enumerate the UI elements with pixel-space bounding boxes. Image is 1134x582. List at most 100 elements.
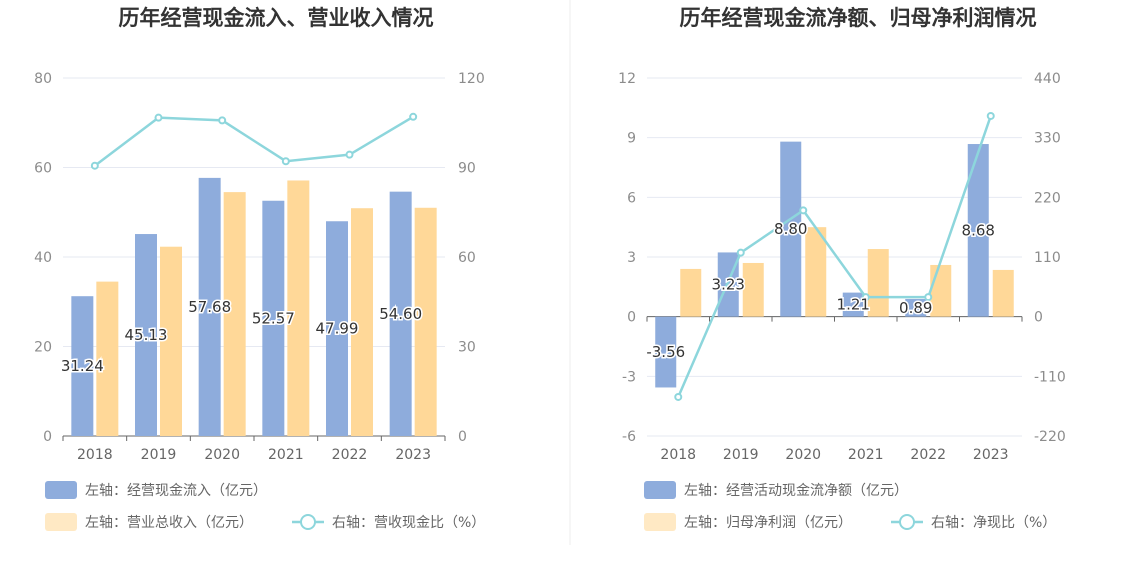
legend-swatch-line-marker [300, 514, 316, 530]
chart-panel-2: 历年经营现金流净额、归母净利润情况 -6 -3 0 3 6 9 12 -220 -110 0 110 2… [618, 6, 1066, 531]
right-axis-tick-label: 120 [458, 71, 485, 87]
right-axis-tick-label: 220 [1034, 190, 1061, 206]
bar-data-label: 8.80 [774, 220, 807, 238]
bar-secondary [992, 269, 1014, 317]
bar-secondary [805, 227, 827, 317]
bar-secondary [867, 249, 889, 317]
x-axis-category-label: 2020 [785, 447, 821, 463]
legend-label: 左轴：归母净利润（亿元） [684, 514, 852, 531]
right-axis-tick-label: 60 [458, 250, 476, 266]
left-axis-tick-label: 0 [627, 310, 636, 326]
legend: 左轴：经营活动现金流净额（亿元） 左轴：归母净利润（亿元） 右轴：净现比（%） [644, 481, 1056, 531]
chart-title: 历年经营现金流净额、归母净利润情况 [680, 6, 1037, 30]
legend: 左轴：经营现金流入（亿元） 左轴：营业总收入（亿元） 右轴：营收现金比（%） [45, 481, 485, 531]
left-axis-tick-label: 20 [34, 340, 52, 356]
left-axis-tick-label: 6 [627, 190, 636, 206]
bar-primary [135, 234, 157, 436]
legend-swatch-bar-primary [45, 481, 77, 499]
legend-label: 右轴：净现比（%） [931, 515, 1056, 531]
left-axis-tick-label: 40 [34, 250, 52, 266]
bar-data-label: 3.23 [712, 276, 745, 294]
line-point [345, 150, 354, 159]
right-axis-tick-label: 30 [458, 340, 476, 356]
left-axis-tick-label: 0 [43, 429, 52, 445]
bar-primary [71, 296, 94, 436]
right-axis-tick-label: -220 [1034, 429, 1066, 445]
x-axis-category-label: 2019 [723, 447, 759, 463]
right-axis-tick-label: 440 [1034, 71, 1061, 87]
chart-panel-1: 历年经营现金流入、营业收入情况 0 20 40 60 80 0 30 60 90 120 2018 20… [34, 6, 485, 531]
x-axis-category-label: 2018 [77, 447, 113, 463]
line-point [736, 248, 745, 257]
legend-swatch-bar-primary [644, 481, 676, 499]
left-axis-tick-label: 12 [618, 71, 636, 87]
line-point [674, 392, 683, 401]
bar-data-label: 47.99 [316, 320, 359, 338]
bar-data-label: 31.24 [61, 357, 104, 375]
x-axis-category-label: 2021 [848, 447, 884, 463]
line-point [861, 293, 870, 302]
bar-secondary [930, 264, 952, 317]
left-axis-tick-label: 60 [34, 161, 52, 177]
bar-primary [905, 298, 927, 317]
x-axis-category-label: 2023 [973, 447, 1009, 463]
bar-primary [262, 200, 285, 436]
bar-secondary [680, 268, 702, 317]
x-axis-category-label: 2018 [660, 447, 696, 463]
x-axis-category-label: 2020 [204, 447, 240, 463]
x-axis-category-label: 2021 [268, 447, 304, 463]
line-point [986, 111, 995, 120]
bar-secondary [223, 192, 246, 436]
line-point [409, 112, 418, 121]
bar-secondary [351, 208, 373, 436]
right-axis-tick-label: 0 [458, 429, 467, 445]
right-axis-tick-label: 110 [1034, 250, 1061, 266]
bar-data-label: 54.60 [379, 305, 422, 323]
right-axis-tick-label: -110 [1034, 369, 1066, 385]
legend-label: 右轴：营收现金比（%） [332, 515, 485, 531]
bar-secondary [414, 207, 437, 436]
line-point [154, 113, 163, 122]
bar-primary [326, 221, 348, 436]
bar-data-label: 52.57 [252, 309, 295, 327]
line-point [218, 116, 227, 125]
line-point [799, 206, 808, 215]
bar-primary [780, 141, 802, 317]
bar-data-label: 57.68 [188, 298, 231, 316]
left-axis-tick-label: -3 [622, 369, 636, 385]
legend-label: 左轴：经营现金流入（亿元） [85, 483, 267, 499]
bar-primary [389, 191, 412, 436]
bar-data-label: 45.13 [125, 326, 168, 344]
left-axis-tick-label: 3 [627, 250, 636, 266]
legend-label: 左轴：经营活动现金流净额（亿元） [684, 483, 908, 499]
legend-label: 左轴：营业总收入（亿元） [85, 515, 253, 531]
line-series [677, 115, 992, 398]
bar-primary [198, 177, 221, 436]
right-axis-tick-label: 0 [1034, 310, 1043, 326]
legend-swatch-bar-secondary [644, 513, 676, 531]
bar-data-label: 1.21 [837, 296, 870, 314]
right-axis-tick-label: 90 [458, 161, 476, 177]
bar-primary [842, 292, 864, 317]
x-axis-category-label: 2022 [332, 447, 368, 463]
bar-secondary [287, 180, 310, 436]
right-axis-tick-label: 330 [1034, 131, 1061, 147]
line-series [94, 115, 414, 167]
legend-swatch-line-marker [899, 514, 915, 530]
left-axis-tick-label: 80 [34, 71, 52, 87]
bar-primary [967, 144, 989, 317]
x-axis-category-label: 2022 [910, 447, 946, 463]
chart-title: 历年经营现金流入、营业收入情况 [119, 6, 434, 30]
left-axis-tick-label: 9 [627, 131, 636, 147]
bar-primary [655, 316, 677, 388]
line-point [281, 157, 290, 166]
line-point [924, 293, 933, 302]
bar-secondary [96, 281, 119, 436]
bar-secondary [742, 262, 764, 317]
bar-data-label: 8.68 [962, 221, 995, 239]
bar-data-label: 0.89 [899, 299, 932, 317]
bar-secondary [160, 246, 182, 436]
line-point [90, 161, 99, 170]
